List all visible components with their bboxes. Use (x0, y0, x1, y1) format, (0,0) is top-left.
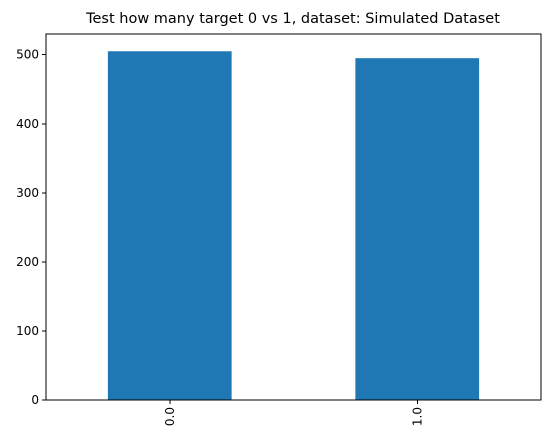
chart-title: Test how many target 0 vs 1, dataset: Si… (85, 11, 500, 27)
y-tick-label: 300 (16, 186, 39, 200)
x-axis: 0.0 1.0 (163, 400, 424, 426)
y-tick-label: 100 (16, 324, 39, 338)
bar-0.0 (107, 51, 232, 400)
y-tick-label: 500 (16, 48, 39, 62)
bars-group (107, 51, 480, 401)
y-tick-label: 0 (31, 393, 39, 407)
plot-frame (45, 33, 542, 401)
y-axis: 0 100 200 300 400 500 (16, 48, 46, 407)
x-tick-label: 0.0 (163, 407, 177, 426)
x-tick-label: 1.0 (410, 407, 424, 426)
bar-1.0 (355, 58, 480, 401)
y-tick-label: 400 (16, 117, 39, 131)
y-tick-label: 200 (16, 255, 39, 269)
